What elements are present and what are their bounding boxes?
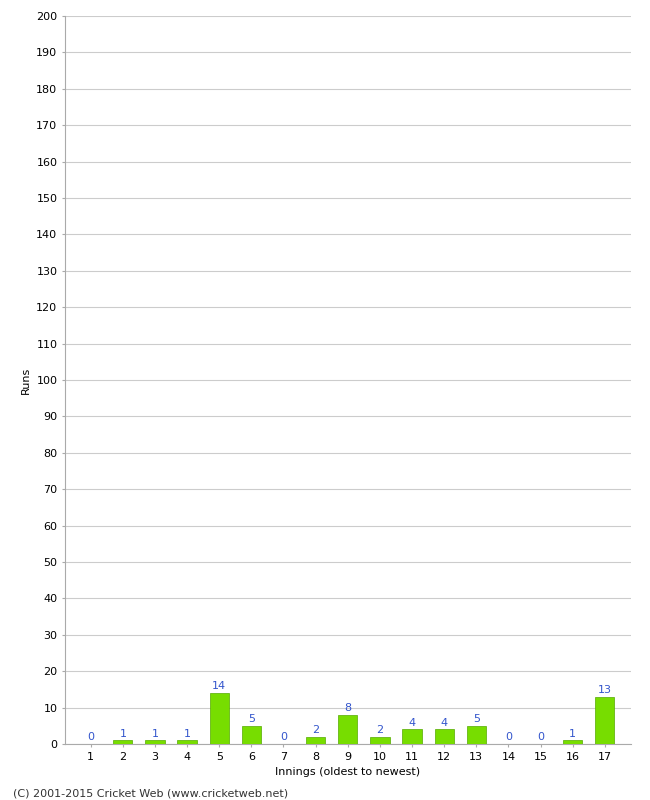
Text: 1: 1 xyxy=(151,729,159,738)
Bar xyxy=(242,726,261,744)
Bar xyxy=(113,740,133,744)
Text: 0: 0 xyxy=(280,732,287,742)
Bar xyxy=(402,730,422,744)
Bar xyxy=(370,737,389,744)
Bar xyxy=(595,697,614,744)
Text: (C) 2001-2015 Cricket Web (www.cricketweb.net): (C) 2001-2015 Cricket Web (www.cricketwe… xyxy=(13,788,288,798)
Text: 4: 4 xyxy=(408,718,415,728)
Text: 14: 14 xyxy=(212,682,226,691)
X-axis label: Innings (oldest to newest): Innings (oldest to newest) xyxy=(275,767,421,777)
Text: 13: 13 xyxy=(598,685,612,695)
Bar xyxy=(563,740,582,744)
Bar xyxy=(146,740,164,744)
Text: 0: 0 xyxy=(87,732,94,742)
Y-axis label: Runs: Runs xyxy=(21,366,31,394)
Text: 2: 2 xyxy=(312,725,319,735)
Text: 1: 1 xyxy=(120,729,126,738)
Bar xyxy=(306,737,325,744)
Text: 4: 4 xyxy=(441,718,448,728)
Bar xyxy=(467,726,486,744)
Text: 1: 1 xyxy=(569,729,576,738)
Bar xyxy=(209,693,229,744)
Text: 5: 5 xyxy=(473,714,480,724)
Text: 0: 0 xyxy=(537,732,544,742)
Text: 1: 1 xyxy=(183,729,190,738)
Bar xyxy=(434,730,454,744)
Text: 5: 5 xyxy=(248,714,255,724)
Text: 2: 2 xyxy=(376,725,384,735)
Bar xyxy=(338,715,358,744)
Text: 0: 0 xyxy=(505,732,512,742)
Text: 8: 8 xyxy=(344,703,351,713)
Bar xyxy=(177,740,197,744)
